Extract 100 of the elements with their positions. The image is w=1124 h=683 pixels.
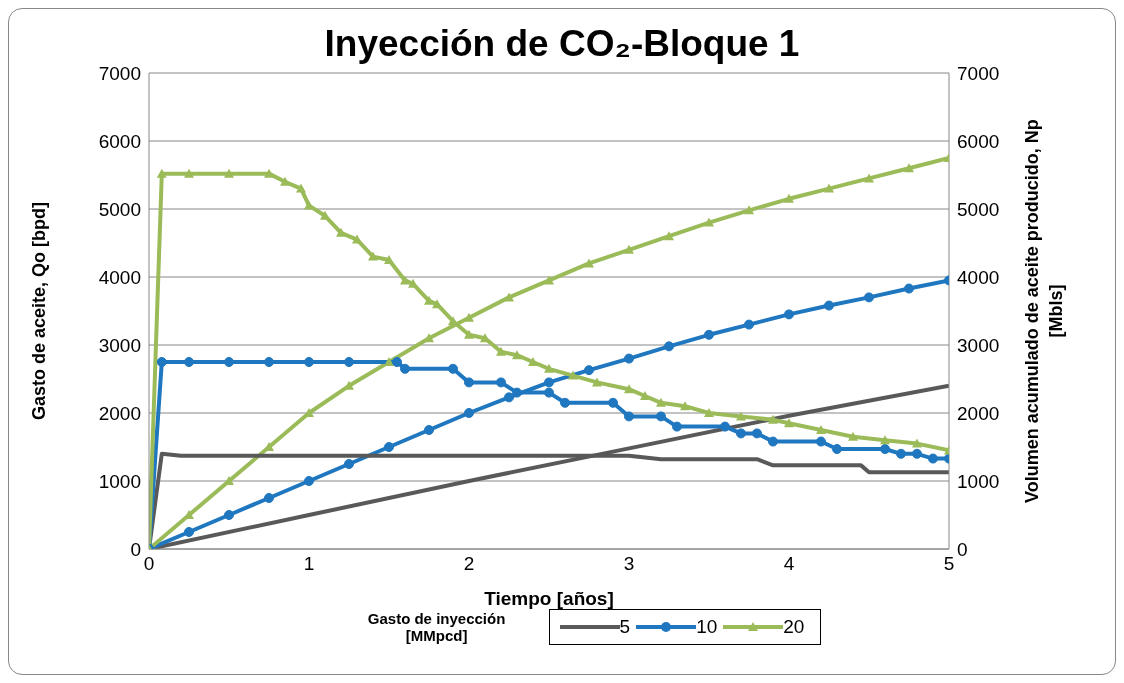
point (592, 377, 602, 387)
y-tick-label: 4000 (98, 266, 141, 288)
y2-tick-label: 5000 (957, 198, 1000, 220)
x-tick-label: 2 (463, 553, 475, 575)
point (432, 299, 442, 309)
point (672, 421, 682, 432)
x-axis-title: Tiempo [años] (484, 588, 614, 609)
point (640, 391, 650, 400)
point (528, 357, 538, 366)
point (584, 365, 594, 376)
point (824, 183, 834, 193)
point (904, 163, 914, 173)
point (400, 363, 410, 374)
point (816, 425, 826, 434)
point (368, 251, 378, 261)
point (464, 312, 474, 322)
point (864, 173, 874, 183)
point (736, 428, 746, 439)
y-tick-label: 5000 (98, 198, 141, 220)
point (656, 397, 666, 407)
point (512, 350, 522, 360)
x-tick-label: 4 (783, 553, 795, 575)
point (512, 387, 522, 398)
y2-axis-title: Volumen acumulado de aceite producido, Np [Mbls] (1022, 119, 1066, 503)
point (296, 183, 306, 193)
point (720, 421, 730, 432)
point (384, 255, 394, 264)
y-tick-label: 7000 (98, 62, 141, 84)
point (424, 333, 434, 343)
point (744, 319, 754, 330)
y-tick-label: 1000 (98, 470, 141, 492)
point (504, 392, 514, 403)
point (848, 431, 858, 441)
point (156, 168, 167, 178)
point (184, 527, 194, 537)
point (464, 377, 474, 388)
point (384, 357, 394, 366)
point (264, 357, 274, 367)
y2-tick-label: 7000 (957, 62, 1000, 84)
y2-tick-label: 4000 (957, 266, 1000, 288)
y2-tick-label: 2000 (957, 402, 1000, 424)
point (568, 370, 578, 380)
point (704, 217, 714, 227)
point (400, 275, 410, 285)
point (408, 278, 418, 288)
point (608, 397, 618, 408)
legend-label: 5 (619, 616, 631, 638)
point (624, 244, 634, 254)
chart-title: Inyección de CO₂-Bloque 1 (324, 23, 800, 64)
point (912, 448, 922, 459)
point (184, 510, 194, 519)
x-tick-label: 0 (143, 553, 155, 575)
point (496, 346, 506, 356)
point (224, 168, 234, 178)
point (352, 234, 362, 244)
point (584, 258, 594, 268)
point (624, 411, 634, 422)
point (344, 357, 354, 367)
point (680, 401, 690, 411)
y2-tick-label: 0 (957, 538, 968, 560)
point (864, 292, 874, 303)
point (184, 357, 194, 367)
point (156, 357, 167, 367)
point (384, 442, 394, 452)
point (496, 377, 506, 388)
point (784, 418, 794, 428)
point (784, 193, 794, 203)
point (736, 411, 746, 421)
x-tick-label: 5 (943, 553, 955, 575)
point (624, 384, 634, 394)
point (784, 309, 794, 320)
point (880, 444, 890, 455)
y-tick-label: 0 (130, 538, 141, 560)
point (896, 448, 906, 459)
point (280, 176, 290, 186)
point (392, 357, 402, 367)
y-tick-label: 2000 (98, 402, 141, 424)
point (912, 438, 922, 448)
y-tick-label: 3000 (98, 334, 141, 356)
point (824, 300, 834, 311)
point (544, 275, 554, 285)
point (664, 341, 674, 352)
y2-tick-label: 1000 (957, 470, 1000, 492)
point (544, 387, 554, 398)
point (752, 428, 762, 439)
y2-tick-label: 3000 (957, 334, 1000, 356)
point (704, 329, 714, 340)
point (544, 377, 554, 388)
point (744, 205, 754, 215)
legend-label: 20 (783, 616, 805, 638)
point (768, 414, 778, 424)
point (560, 397, 570, 408)
point (624, 353, 634, 364)
point (184, 168, 194, 178)
point (336, 227, 346, 237)
x-tick-label: 3 (623, 553, 635, 575)
point (656, 411, 666, 422)
legend-label: 10 (696, 616, 718, 638)
point (224, 510, 234, 520)
point (424, 295, 434, 305)
